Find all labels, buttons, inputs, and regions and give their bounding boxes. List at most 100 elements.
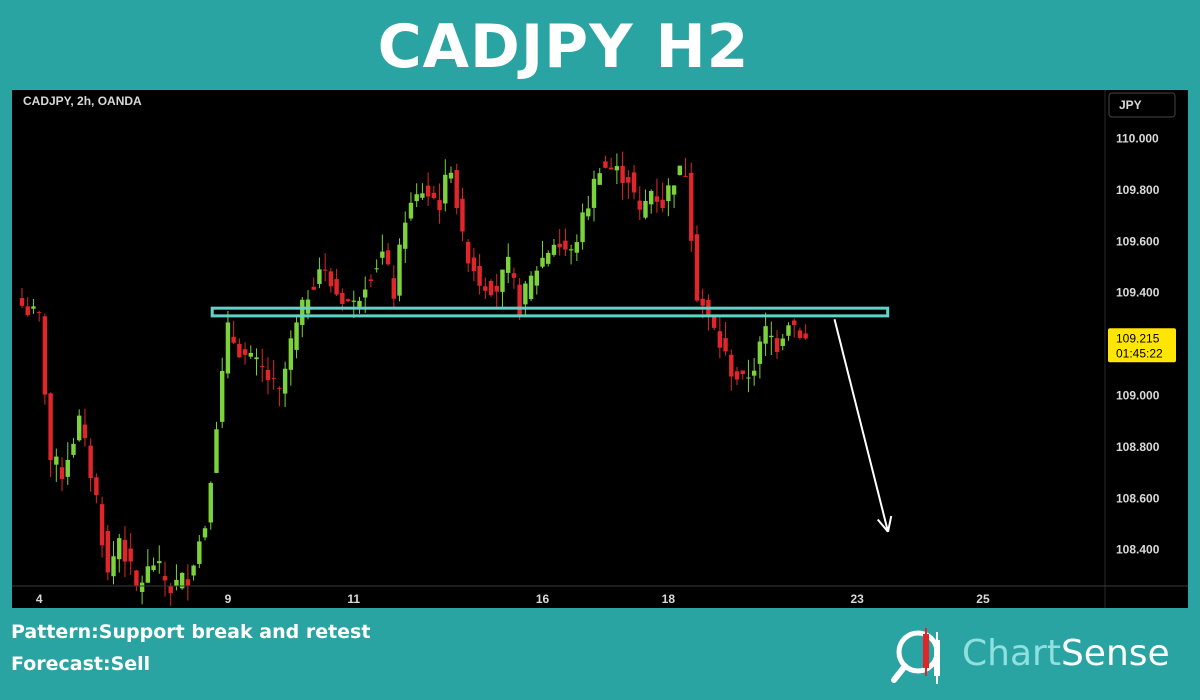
candle-body bbox=[700, 298, 705, 306]
candle-body bbox=[649, 191, 654, 205]
candle-body bbox=[305, 299, 311, 314]
candle-body bbox=[443, 174, 448, 204]
candle-body bbox=[368, 279, 374, 282]
candle-body bbox=[197, 541, 202, 564]
candle-body bbox=[99, 504, 105, 546]
forecast-line: Forecast:Sell bbox=[11, 653, 150, 675]
candle-body bbox=[631, 172, 637, 193]
candle-body bbox=[506, 256, 511, 273]
candle-body bbox=[711, 315, 717, 328]
candle-body bbox=[591, 178, 597, 208]
y-tick-label: 109.000 bbox=[1116, 389, 1160, 403]
candle-body bbox=[391, 278, 396, 299]
candle-body bbox=[54, 456, 59, 465]
candle-body bbox=[59, 467, 65, 480]
candle-body bbox=[328, 271, 334, 287]
candle-body bbox=[208, 482, 213, 523]
candle-body bbox=[420, 193, 425, 198]
logo-text-chart: Chart bbox=[962, 633, 1061, 674]
candle-body bbox=[111, 556, 116, 577]
candle-body bbox=[397, 244, 402, 296]
candle-body bbox=[792, 320, 797, 326]
candle-body bbox=[231, 336, 236, 343]
candle-body bbox=[345, 299, 351, 302]
candle-body bbox=[534, 270, 539, 286]
candles-layer bbox=[19, 151, 808, 606]
candle-body bbox=[546, 252, 551, 264]
candle-body bbox=[500, 269, 505, 292]
candle-body bbox=[260, 366, 265, 368]
candle-body bbox=[317, 269, 322, 284]
page-title: CADJPY H2 bbox=[377, 12, 750, 82]
candle-body bbox=[282, 368, 288, 394]
candle-body bbox=[242, 349, 248, 355]
candle-body bbox=[225, 322, 231, 374]
candle-body bbox=[151, 565, 156, 571]
candle-body bbox=[465, 241, 471, 264]
candle-body bbox=[36, 312, 42, 314]
chartsense-logo: ChartSense bbox=[888, 620, 1188, 690]
candle-body bbox=[671, 185, 677, 195]
footer-banner: Pattern:Support break and retest Forecas… bbox=[0, 608, 1200, 700]
candle-body bbox=[202, 528, 208, 538]
candle-body bbox=[557, 243, 562, 248]
candle-body bbox=[757, 341, 763, 364]
candle-body bbox=[431, 192, 437, 198]
candlestick-chart[interactable]: 110.000109.800109.600109.400109.200109.0… bbox=[12, 90, 1188, 608]
forecast-arrowhead bbox=[887, 515, 893, 532]
overlay-layer bbox=[210, 306, 893, 533]
candle-body bbox=[105, 531, 110, 573]
price-tag-countdown: 01:45:22 bbox=[1116, 346, 1163, 360]
pattern-line: Pattern:Support break and retest bbox=[11, 621, 370, 643]
candle-body bbox=[746, 377, 751, 379]
y-tick-label: 108.800 bbox=[1116, 440, 1160, 454]
candle-body bbox=[311, 286, 316, 290]
axis-layer: 110.000109.800109.600109.400109.200109.0… bbox=[12, 90, 1188, 608]
candle-body bbox=[786, 325, 791, 336]
candle-body bbox=[666, 185, 671, 202]
candle-body bbox=[494, 285, 499, 292]
candle-body bbox=[374, 268, 379, 270]
price-tag bbox=[1108, 328, 1176, 363]
candle-body bbox=[586, 208, 591, 217]
candle-body bbox=[300, 299, 305, 325]
candle-body bbox=[322, 269, 328, 271]
candle-body bbox=[77, 415, 82, 441]
candle-body bbox=[803, 333, 808, 339]
candle-body bbox=[42, 316, 48, 395]
magnifier-chart-icon bbox=[891, 628, 940, 684]
pattern-label: Pattern: bbox=[11, 621, 99, 643]
candle-body bbox=[511, 273, 517, 278]
chart-panel[interactable]: 110.000109.800109.600109.400109.200109.0… bbox=[12, 90, 1188, 608]
candle-body bbox=[271, 377, 276, 379]
candle-body bbox=[237, 343, 242, 358]
candle-body bbox=[677, 165, 682, 176]
candle-body bbox=[769, 335, 774, 338]
candle-body bbox=[248, 352, 253, 357]
candle-body bbox=[620, 165, 625, 184]
currency-box bbox=[1108, 92, 1176, 118]
candle-body bbox=[614, 166, 620, 171]
candle-body bbox=[540, 257, 545, 267]
x-tick-label: 25 bbox=[976, 592, 990, 606]
candle-body bbox=[65, 460, 70, 477]
candle-body bbox=[654, 196, 660, 202]
candle-body bbox=[71, 443, 76, 455]
forecast-arrow bbox=[833, 319, 889, 532]
y-tick-label: 109.800 bbox=[1116, 183, 1160, 197]
candle-body bbox=[168, 585, 173, 594]
currency-label: JPY bbox=[1119, 98, 1142, 112]
pattern-value: Support break and retest bbox=[98, 621, 371, 643]
candle-body bbox=[460, 198, 465, 232]
x-tick-label: 9 bbox=[225, 592, 232, 606]
candle-body bbox=[179, 572, 185, 589]
forecast-arrowhead bbox=[876, 518, 889, 533]
candle-body bbox=[117, 538, 122, 560]
x-tick-label: 11 bbox=[347, 592, 360, 606]
header-banner: CADJPY H2 bbox=[0, 0, 1200, 90]
y-tick-label: 108.400 bbox=[1116, 543, 1160, 557]
candle-body bbox=[608, 167, 614, 170]
candle-body bbox=[174, 579, 179, 587]
candle-body bbox=[528, 275, 534, 299]
candle-body bbox=[385, 250, 391, 265]
